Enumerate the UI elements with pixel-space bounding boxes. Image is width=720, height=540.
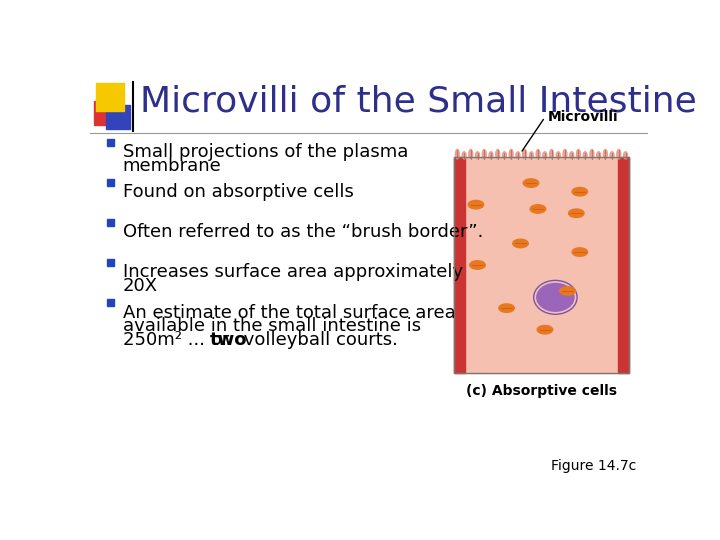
Ellipse shape xyxy=(513,239,528,248)
Text: An estimate of the total surface area: An estimate of the total surface area xyxy=(122,303,455,321)
Text: available in the small intestine is: available in the small intestine is xyxy=(122,318,420,335)
Ellipse shape xyxy=(536,150,540,159)
Text: membrane: membrane xyxy=(122,157,221,175)
Ellipse shape xyxy=(603,150,607,159)
Ellipse shape xyxy=(563,150,567,159)
Ellipse shape xyxy=(523,150,526,159)
Ellipse shape xyxy=(624,152,627,159)
Ellipse shape xyxy=(583,152,587,159)
Ellipse shape xyxy=(523,179,539,187)
Ellipse shape xyxy=(549,150,554,159)
Ellipse shape xyxy=(572,187,588,196)
Bar xyxy=(454,157,629,373)
Ellipse shape xyxy=(570,152,574,159)
Ellipse shape xyxy=(537,284,574,311)
Ellipse shape xyxy=(569,209,584,218)
Text: Found on absorptive cells: Found on absorptive cells xyxy=(122,184,354,201)
Ellipse shape xyxy=(468,200,484,209)
Text: (c) Absorptive cells: (c) Absorptive cells xyxy=(466,383,617,397)
Text: 250m² ... or: 250m² ... or xyxy=(122,331,235,349)
Bar xyxy=(107,299,114,306)
Bar xyxy=(94,102,117,125)
Ellipse shape xyxy=(489,152,493,159)
Text: Small projections of the plasma: Small projections of the plasma xyxy=(122,143,408,161)
Ellipse shape xyxy=(529,152,534,159)
Bar xyxy=(618,157,629,373)
Bar xyxy=(107,179,114,186)
Ellipse shape xyxy=(476,152,480,159)
Text: Microvilli of the Small Intestine: Microvilli of the Small Intestine xyxy=(140,84,697,118)
Ellipse shape xyxy=(499,304,514,312)
Ellipse shape xyxy=(509,150,513,159)
Ellipse shape xyxy=(503,152,506,159)
Text: Often referred to as the “brush border”.: Often referred to as the “brush border”. xyxy=(122,224,483,241)
Text: two: two xyxy=(210,331,247,349)
Bar xyxy=(107,259,114,266)
Ellipse shape xyxy=(469,150,473,159)
Ellipse shape xyxy=(482,150,486,159)
Ellipse shape xyxy=(496,150,500,159)
Ellipse shape xyxy=(560,287,575,295)
Ellipse shape xyxy=(577,150,580,159)
Ellipse shape xyxy=(516,152,520,159)
Bar xyxy=(454,157,465,373)
Ellipse shape xyxy=(462,152,466,159)
Text: volleyball courts.: volleyball courts. xyxy=(238,331,398,349)
Bar xyxy=(454,157,629,373)
Ellipse shape xyxy=(537,326,553,334)
Text: Microvilli: Microvilli xyxy=(548,110,618,124)
Ellipse shape xyxy=(597,152,600,159)
Ellipse shape xyxy=(572,248,588,256)
Text: Figure 14.7c: Figure 14.7c xyxy=(551,459,636,473)
Ellipse shape xyxy=(610,152,614,159)
Ellipse shape xyxy=(530,205,546,213)
Ellipse shape xyxy=(469,261,485,269)
Text: 20X: 20X xyxy=(122,278,158,295)
Bar xyxy=(96,83,124,111)
Text: Increases surface area approximately: Increases surface area approximately xyxy=(122,264,463,281)
Ellipse shape xyxy=(543,152,546,159)
Ellipse shape xyxy=(590,150,594,159)
Ellipse shape xyxy=(617,150,621,159)
Bar xyxy=(107,139,114,146)
Ellipse shape xyxy=(456,150,459,159)
Bar xyxy=(106,105,130,130)
Bar xyxy=(107,219,114,226)
Ellipse shape xyxy=(557,152,560,159)
